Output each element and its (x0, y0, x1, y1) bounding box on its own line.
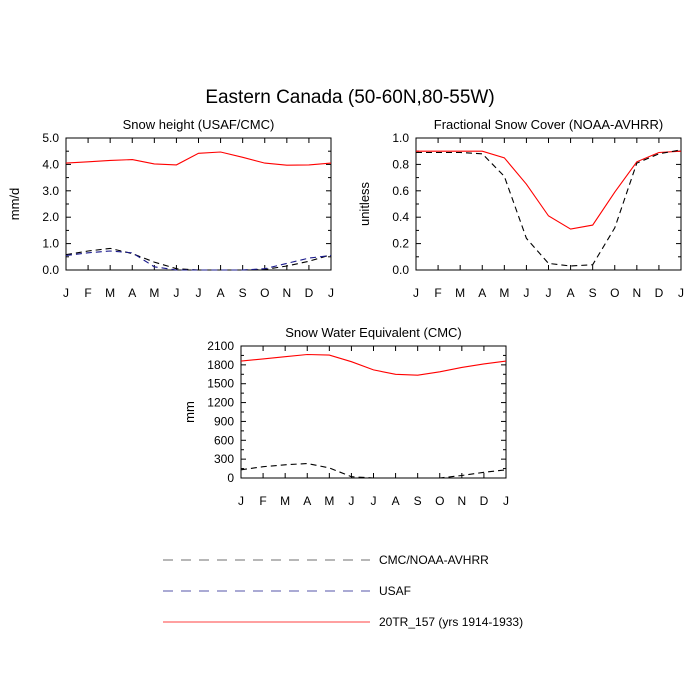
x-tick-label: D (480, 494, 489, 508)
x-tick-label: M (105, 286, 115, 300)
y-tick-label: 0.8 (392, 157, 409, 171)
panel-snow-water-equivalent: Snow Water Equivalent (CMC)J F M A M J J A S O N D J… (182, 325, 509, 508)
y-tick-label: 4.0 (42, 157, 59, 171)
y-tick-label: 1.0 (392, 131, 409, 145)
panel-snow-height: Snow height (USAF/CMC)J F M A M J J A S O N D J0.01.… (7, 117, 334, 300)
x-tick-label: F (84, 286, 91, 300)
x-tick-label: M (324, 494, 334, 508)
x-tick-label: N (457, 494, 466, 508)
y-tick-label: 0.4 (392, 210, 409, 224)
panel-title: Fractional Snow Cover (NOAA-AVHRR) (434, 117, 663, 132)
legend-label-cmc: CMC/NOAA-AVHRR (379, 553, 489, 567)
x-tick-label: J (546, 286, 552, 300)
x-tick-label: J (348, 494, 354, 508)
x-tick-label: O (435, 494, 444, 508)
y-tick-label: 3.0 (42, 184, 59, 198)
y-tick-label: 2100 (207, 339, 234, 353)
x-tick-label: J (413, 286, 419, 300)
series-line-cmc-noaa-avhrr (65, 247, 332, 271)
legend-item-cmc: CMC/NOAA-AVHRR (163, 553, 489, 567)
x-tick-label: J (63, 286, 69, 300)
x-tick-label: M (499, 286, 509, 300)
y-axis-label: unitless (357, 181, 372, 226)
x-tick-label: J (503, 494, 509, 508)
x-tick-label: A (303, 494, 311, 508)
main-title: Eastern Canada (50-60N,80-55W) (205, 87, 494, 108)
series-line-usaf (65, 250, 332, 271)
x-tick-label: O (610, 286, 619, 300)
x-tick-label: A (478, 286, 486, 300)
series-line-20tr-157 (416, 150, 682, 230)
series-line-cmc-noaa-avhrr (240, 462, 507, 479)
y-tick-label: 1500 (207, 377, 234, 391)
x-tick-label: M (149, 286, 159, 300)
x-tick-label: D (305, 286, 314, 300)
x-tick-label: A (567, 286, 575, 300)
x-tick-label: S (414, 494, 422, 508)
x-tick-label: J (371, 494, 377, 508)
y-tick-label: 0 (227, 471, 234, 485)
x-tick-label: F (259, 494, 266, 508)
legend-label-20tr: 20TR_157 (yrs 1914-1933) (379, 615, 523, 629)
series-line-cmc-noaa-avhrr (416, 149, 682, 267)
y-tick-label: 1200 (207, 396, 234, 410)
x-tick-label: M (280, 494, 290, 508)
y-tick-label: 1.0 (42, 237, 59, 251)
x-tick-label: D (655, 286, 664, 300)
x-tick-label: A (217, 286, 225, 300)
x-tick-label: A (128, 286, 136, 300)
x-tick-label: O (260, 286, 269, 300)
plot-frame (240, 345, 507, 479)
x-tick-label: J (328, 286, 334, 300)
y-axis-label: mm/d (7, 188, 22, 221)
y-axis-label: mm (182, 401, 197, 423)
panel-title: Snow Water Equivalent (CMC) (285, 325, 462, 340)
legend-item-usaf: USAF (163, 584, 411, 598)
y-tick-label: 600 (214, 433, 234, 447)
panel-title: Snow height (USAF/CMC) (123, 117, 275, 132)
y-tick-label: 5.0 (42, 131, 59, 145)
x-tick-label: S (239, 286, 247, 300)
x-tick-label: J (173, 286, 179, 300)
y-tick-label: 0.0 (392, 263, 409, 277)
x-tick-label: A (392, 494, 400, 508)
y-tick-label: 0.2 (392, 237, 409, 251)
legend: CMC/NOAA-AVHRR USAF 20TR_157 (yrs 1914-1… (163, 553, 523, 629)
y-tick-label: 300 (214, 452, 234, 466)
x-tick-label: N (282, 286, 291, 300)
x-tick-label: M (455, 286, 465, 300)
legend-label-usaf: USAF (379, 584, 411, 598)
x-tick-label: J (238, 494, 244, 508)
x-tick-label: J (523, 286, 529, 300)
x-tick-label: J (196, 286, 202, 300)
plot-frame (415, 137, 682, 271)
plot-frame (65, 137, 332, 271)
y-tick-label: 1800 (207, 358, 234, 372)
x-tick-label: F (434, 286, 441, 300)
y-tick-label: 0.0 (42, 263, 59, 277)
x-tick-label: J (678, 286, 684, 300)
series-line-20tr-157 (240, 353, 507, 376)
y-tick-label: 0.6 (392, 184, 409, 198)
y-tick-label: 900 (214, 414, 234, 428)
y-tick-label: 2.0 (42, 210, 59, 224)
series-line-20tr-157 (65, 151, 332, 166)
legend-item-20tr: 20TR_157 (yrs 1914-1933) (163, 615, 523, 629)
panel-fractional-snow-cover: Fractional Snow Cover (NOAA-AVHRR)J F M A M J… (357, 117, 684, 300)
x-tick-label: N (632, 286, 641, 300)
x-tick-label: S (589, 286, 597, 300)
